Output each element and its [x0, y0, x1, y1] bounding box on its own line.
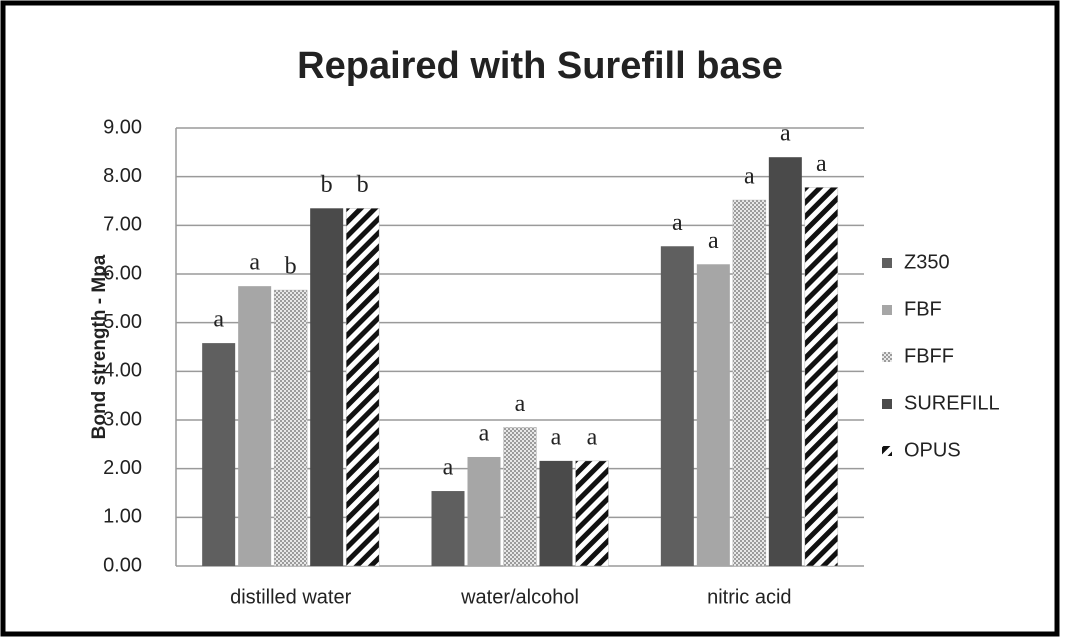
- y-tick-label: 0.00: [103, 554, 142, 576]
- x-tick-label: water/alcohol: [460, 586, 579, 608]
- legend-label: SUREFILL: [904, 392, 1000, 414]
- chart-title: Repaired with Surefill base: [297, 45, 783, 87]
- bar-annotation: b: [321, 172, 333, 198]
- legend-label: Z350: [904, 251, 950, 273]
- bar: [238, 286, 272, 566]
- legend-swatch: [882, 446, 892, 456]
- bar-annotation: a: [587, 424, 598, 450]
- bar-annotation: a: [672, 210, 683, 236]
- y-tick-label: 2.00: [103, 457, 142, 479]
- bar: [273, 289, 308, 567]
- legend-swatch: [882, 399, 892, 409]
- legend-label: OPUS: [904, 439, 961, 461]
- legend-label: FBFF: [904, 345, 954, 367]
- bar: [660, 246, 694, 566]
- x-tick-label: nitric acid: [707, 586, 791, 608]
- y-tick-label: 3.00: [103, 408, 142, 430]
- legend-swatch: [882, 258, 892, 268]
- bar: [732, 199, 767, 567]
- bar: [768, 157, 802, 566]
- bar: [345, 208, 380, 567]
- bar-annotation: a: [816, 151, 827, 177]
- bar-annotation: a: [479, 420, 490, 446]
- y-tick-label: 1.00: [103, 506, 142, 528]
- bar-annotation: b: [357, 172, 369, 198]
- x-tick-label: distilled water: [230, 586, 352, 608]
- bar-annotation: a: [515, 391, 526, 417]
- legend-swatch: [882, 352, 892, 362]
- bar: [503, 427, 537, 567]
- y-tick-label: 8.00: [103, 165, 142, 187]
- bar-annotation: a: [443, 455, 454, 481]
- bar-annotation: a: [551, 424, 562, 450]
- y-axis-title: Bond strength - Mpa: [89, 254, 110, 439]
- bar-annotation: a: [780, 121, 791, 147]
- bar-annotation: a: [249, 250, 260, 276]
- legend-label: FBF: [904, 298, 942, 320]
- y-tick-label: 9.00: [103, 116, 142, 138]
- bar: [539, 460, 573, 566]
- y-tick-label: 5.00: [103, 311, 142, 333]
- bar: [575, 460, 609, 567]
- y-tick-label: 4.00: [103, 360, 142, 382]
- bar: [804, 187, 839, 567]
- bar-annotation: a: [213, 307, 224, 333]
- bar-annotation: a: [744, 164, 755, 190]
- bar-annotation: b: [285, 254, 297, 280]
- y-tick-label: 6.00: [103, 262, 142, 284]
- legend-swatch: [882, 305, 892, 315]
- bar: [431, 491, 465, 566]
- bar: [467, 456, 501, 566]
- bar-annotation: a: [708, 228, 719, 254]
- bar: [310, 208, 344, 567]
- y-tick-label: 7.00: [103, 214, 142, 236]
- bar: [696, 264, 730, 566]
- bar: [202, 343, 236, 566]
